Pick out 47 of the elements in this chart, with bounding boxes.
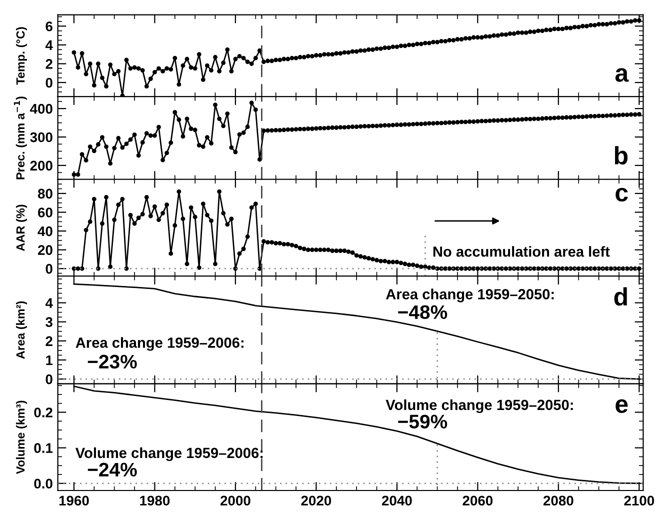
y-tick-label: 300	[30, 132, 52, 142]
y-tick-label: 400	[30, 104, 52, 114]
y-tick-label: 0	[46, 78, 52, 88]
annotation: b	[614, 146, 628, 165]
annotation: a	[615, 68, 629, 82]
annotation: Area change 1959–2050:	[386, 288, 554, 302]
y-tick-label: 0.1	[34, 443, 53, 453]
annotation: −23%	[88, 354, 137, 369]
y-tick-label: 60	[38, 208, 52, 218]
x-tick-label: 2080	[543, 496, 574, 506]
y-tick-label: 40	[38, 226, 52, 236]
x-tick-label: 1980	[140, 496, 170, 506]
y-axis-title: Volume (km³)	[16, 400, 28, 474]
y-axis-title: AAR (%)	[16, 204, 28, 252]
annotation: −24%	[88, 462, 137, 476]
annotation: Area change 1959–2006:	[76, 337, 244, 351]
x-tick-label: 2040	[382, 496, 412, 506]
annotation: No accumulation area left	[433, 246, 610, 257]
y-tick-label: 0.0	[34, 478, 52, 489]
y-tick-label: 0	[46, 374, 52, 384]
y-tick-label: 20	[38, 245, 52, 255]
annotation: −48%	[398, 305, 448, 320]
y-axis-title: Area (km²)	[16, 301, 28, 359]
x-tick-label: 2020	[301, 496, 332, 506]
y-tick-label: 2	[46, 336, 52, 346]
y-tick-label: 2	[46, 59, 52, 69]
y-axis-title: Temp. (°C)	[16, 27, 28, 85]
y-tick-label: 0	[46, 264, 52, 274]
x-tick-label: 2060	[462, 496, 493, 506]
annotation: d	[614, 287, 627, 306]
y-tick-label: 4	[45, 298, 53, 308]
annotation: Volume change 1959–2050:	[386, 399, 573, 414]
annotation: e	[616, 399, 628, 413]
annotation: c	[616, 188, 628, 202]
y-tick-label: 6	[46, 21, 52, 32]
x-tick-label: 2100	[624, 496, 654, 506]
annotation: Volume change 1959–2006:	[75, 447, 263, 462]
x-tick-label: 2000	[220, 496, 250, 506]
y-tick-label: 200	[30, 160, 52, 171]
x-tick-label: 1960	[59, 496, 89, 506]
y-tick-label: 4	[45, 40, 53, 50]
annotation: −59%	[398, 414, 448, 428]
y-tick-label: 3	[46, 317, 52, 328]
y-axis-title: Prec. (mm a$^{−1}$)	[14, 96, 27, 180]
y-tick-label: 80	[38, 188, 52, 199]
y-tick-label: 0.2	[34, 408, 52, 418]
y-tick-label: 1	[46, 355, 53, 366]
